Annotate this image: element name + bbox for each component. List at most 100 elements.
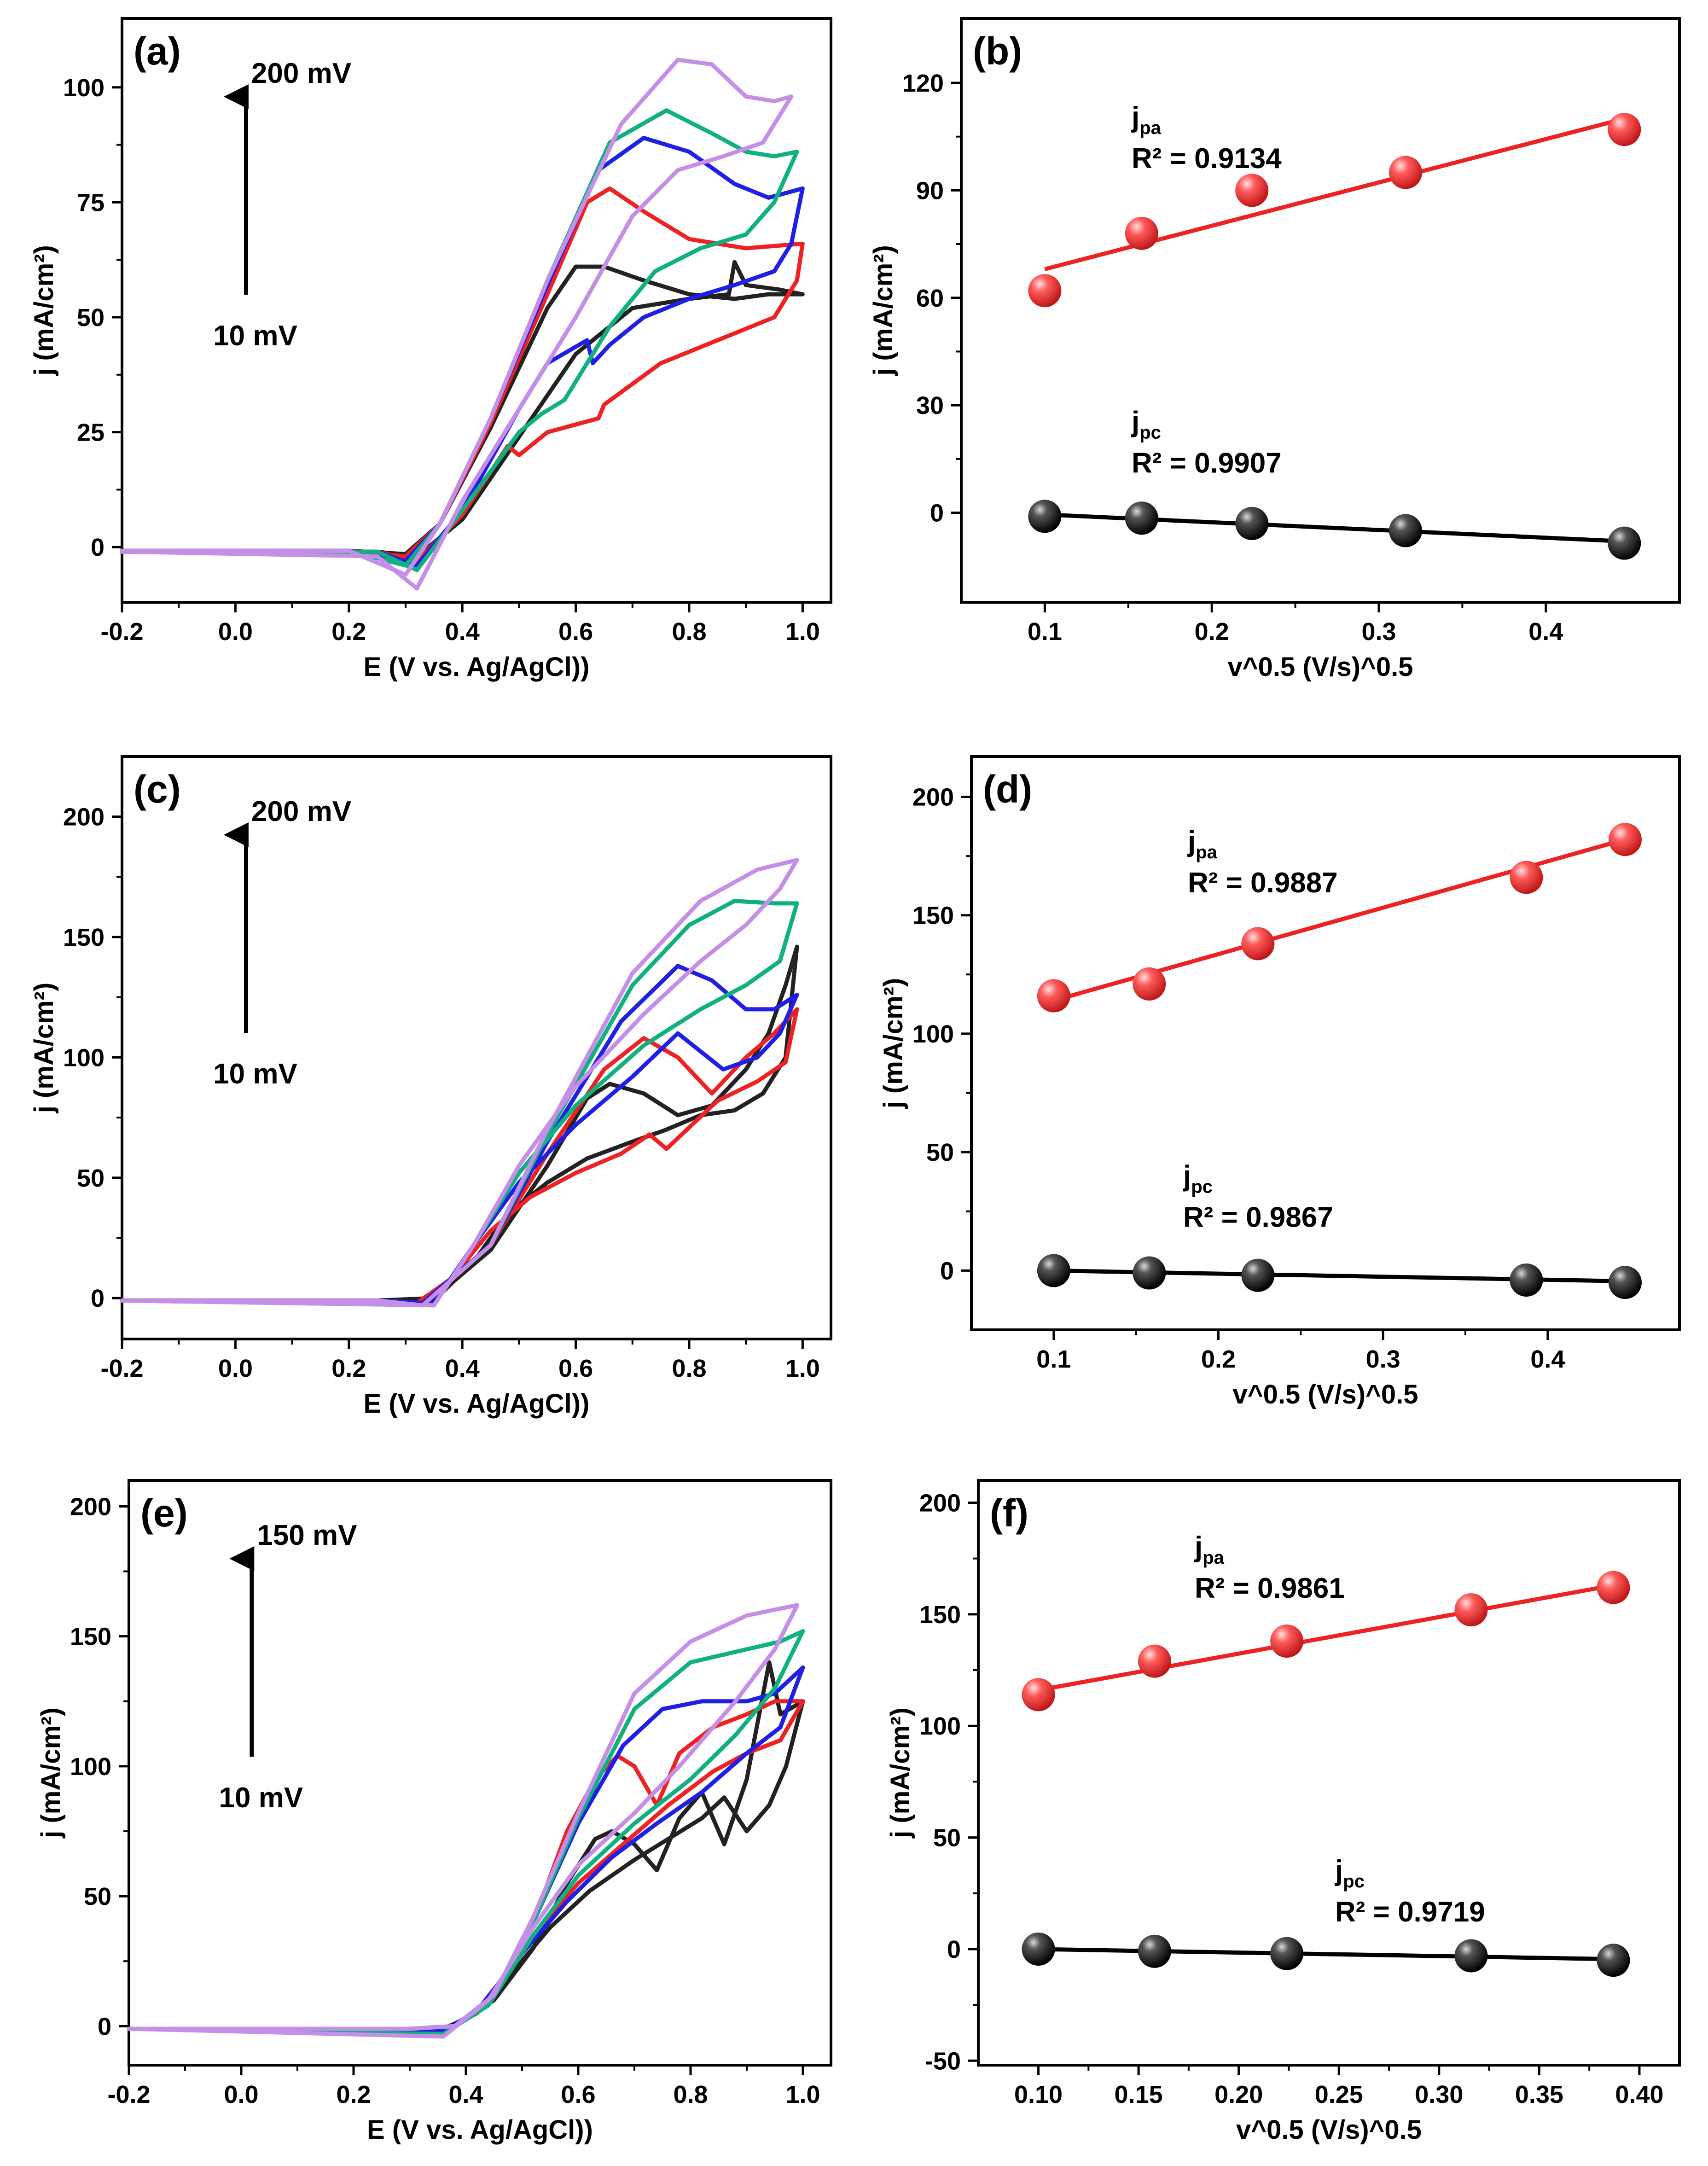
- y-tick-label: 0: [91, 1285, 105, 1312]
- x-tick-label: 0.0: [218, 618, 253, 646]
- data-point-jpc: [1270, 1937, 1304, 1970]
- y-tick-label: 150: [912, 902, 954, 930]
- x-axis-label: E (V vs. Ag/AgCl)): [364, 652, 590, 682]
- plot-frame: [960, 17, 1681, 604]
- arrow-bottom-label: 10 mV: [213, 320, 297, 352]
- y-axis-label: j (mA/cm²): [36, 1707, 66, 1839]
- plot-frame: [977, 1479, 1681, 2067]
- series-label-jpc: jpc: [1335, 1855, 1365, 1892]
- x-tick-label: 0.4: [445, 618, 480, 646]
- data-point-jpc: [1608, 526, 1641, 560]
- y-tick-label: 50: [926, 1139, 954, 1166]
- y-tick-label: 150: [919, 1601, 961, 1629]
- plot-frame: [970, 755, 1681, 1331]
- y-tick-label: 120: [902, 70, 944, 97]
- cv-curve-violet: [127, 1603, 800, 2039]
- r2-label-jpa: R² = 0.9861: [1195, 1572, 1345, 1604]
- data-point-jpa: [1597, 1571, 1630, 1604]
- x-tick-label: 0.8: [673, 2081, 708, 2108]
- x-tick-label: -0.2: [100, 618, 143, 646]
- fit-line-jpa: [1038, 1583, 1614, 1693]
- panel-a: -0.2 0.0 0.2 0.4 0.6 0.8 1.0 0 25 50 75 100 E (V vs.…: [29, 17, 832, 682]
- x-tick-label: 0.0: [218, 1355, 253, 1382]
- x-tick-label: 0.4: [1528, 618, 1563, 646]
- x-tick-label: -0.2: [107, 2081, 150, 2108]
- cv-curve-violet: [120, 858, 799, 1308]
- data-point-jpc: [1235, 507, 1269, 540]
- cv-curve-blue: [120, 964, 799, 1305]
- y-axis-label: j (mA/cm²): [878, 978, 908, 1109]
- y-axis-label: j (mA/cm²): [885, 1707, 915, 1839]
- x-tick-label: 0.4: [445, 1355, 480, 1382]
- x-tick-label: 1.0: [785, 2081, 820, 2108]
- y-tick-label: 75: [77, 189, 105, 216]
- y-tick-label: 150: [70, 1623, 111, 1651]
- y-tick-label: 50: [933, 1824, 961, 1852]
- series-label-main: j: [1194, 1531, 1203, 1563]
- data-point-jpc: [1389, 514, 1423, 547]
- r2-label-jpc: R² = 0.9907: [1132, 447, 1282, 479]
- data-point-jpa: [1138, 1644, 1171, 1678]
- series-label-jpa: jpa: [1131, 101, 1162, 138]
- data-point-jpa: [1608, 113, 1641, 146]
- series-label-sub: pa: [1203, 1548, 1224, 1568]
- y-tick-label: 200: [912, 783, 954, 811]
- x-tick-label: 0.40: [1615, 2081, 1663, 2108]
- y-tick-label: 0: [947, 1936, 961, 1963]
- series-label-main: j: [1183, 1160, 1191, 1192]
- y-tick-label: 50: [84, 1883, 111, 1910]
- x-axis-label: v^0.5 (V/s)^0.5: [1227, 652, 1413, 682]
- y-tick-label: 60: [916, 285, 944, 312]
- x-tick-label: 1.0: [785, 618, 820, 646]
- r2-label-jpc: R² = 0.9867: [1183, 1201, 1333, 1233]
- y-tick-label: 90: [916, 177, 944, 204]
- cv-curve-green: [120, 899, 799, 1308]
- y-tick-label: 0: [930, 500, 944, 527]
- data-point-jpa: [1241, 927, 1275, 961]
- y-tick-label: 0: [940, 1257, 954, 1285]
- y-tick-label: 50: [77, 304, 105, 332]
- data-point-jpc: [1138, 1934, 1171, 1968]
- fit-line-jpc: [1038, 1947, 1614, 1962]
- panel-b: 0.1 0.2 0.3 0.4 0 30 60 90 120 v^0.5 (V/s)^0.5 j (…: [868, 17, 1681, 682]
- data-point-jpc: [1597, 1944, 1630, 1977]
- panel-label: (d): [983, 768, 1032, 811]
- y-tick-label: 100: [919, 1712, 961, 1740]
- data-point-jpc: [1037, 1254, 1070, 1287]
- data-point-jpa: [1022, 1678, 1055, 1712]
- data-point-jpa: [1454, 1593, 1488, 1627]
- cv-curve-blue: [127, 1665, 805, 2034]
- data-point-jpa: [1270, 1624, 1304, 1658]
- panel-e: -0.2 0.0 0.2 0.4 0.6 0.8 1.0 0 50 100 150 200 E (V v…: [36, 1479, 832, 2145]
- x-axis-label: E (V vs. Ag/AgCl)): [367, 2115, 593, 2145]
- data-point-jpa: [1125, 216, 1158, 250]
- data-point-jpc: [1608, 1266, 1642, 1299]
- data-point-jpa: [1037, 979, 1070, 1013]
- series-label-main: j: [1131, 406, 1139, 437]
- y-tick-label: 50: [77, 1165, 105, 1192]
- x-tick-label: 0.1: [1028, 618, 1062, 646]
- x-tick-label: 0.4: [448, 2081, 483, 2108]
- data-point-jpc: [1125, 501, 1158, 535]
- y-tick-label: 100: [70, 1753, 111, 1781]
- y-tick-label: -50: [925, 2047, 961, 2075]
- panel-f: 0.10 0.15 0.20 0.25 0.30 0.35 0.40 -50 0 50 100 150…: [885, 1479, 1681, 2145]
- y-tick-label: 25: [77, 419, 105, 447]
- y-tick-label: 0: [91, 534, 105, 561]
- data-point-jpa: [1028, 274, 1062, 308]
- series-label-jpc: jpc: [1183, 1160, 1213, 1197]
- x-tick-label: 0.3: [1366, 1345, 1400, 1373]
- x-tick-label: 0.8: [672, 618, 706, 646]
- panel-label: (f): [990, 1491, 1028, 1535]
- x-tick-label: 0.10: [1014, 2081, 1063, 2108]
- series-label-main: j: [1187, 826, 1196, 857]
- y-tick-label: 100: [63, 1044, 105, 1071]
- x-tick-label: 0.35: [1515, 2081, 1563, 2108]
- r2-label-jpc: R² = 0.9719: [1335, 1896, 1485, 1928]
- x-tick-label: 0.15: [1115, 2081, 1163, 2108]
- series-label-jpa: jpa: [1187, 826, 1218, 862]
- series-label-sub: pa: [1139, 118, 1161, 138]
- x-tick-label: 0.0: [224, 2081, 258, 2108]
- x-tick-label: 0.30: [1415, 2081, 1463, 2108]
